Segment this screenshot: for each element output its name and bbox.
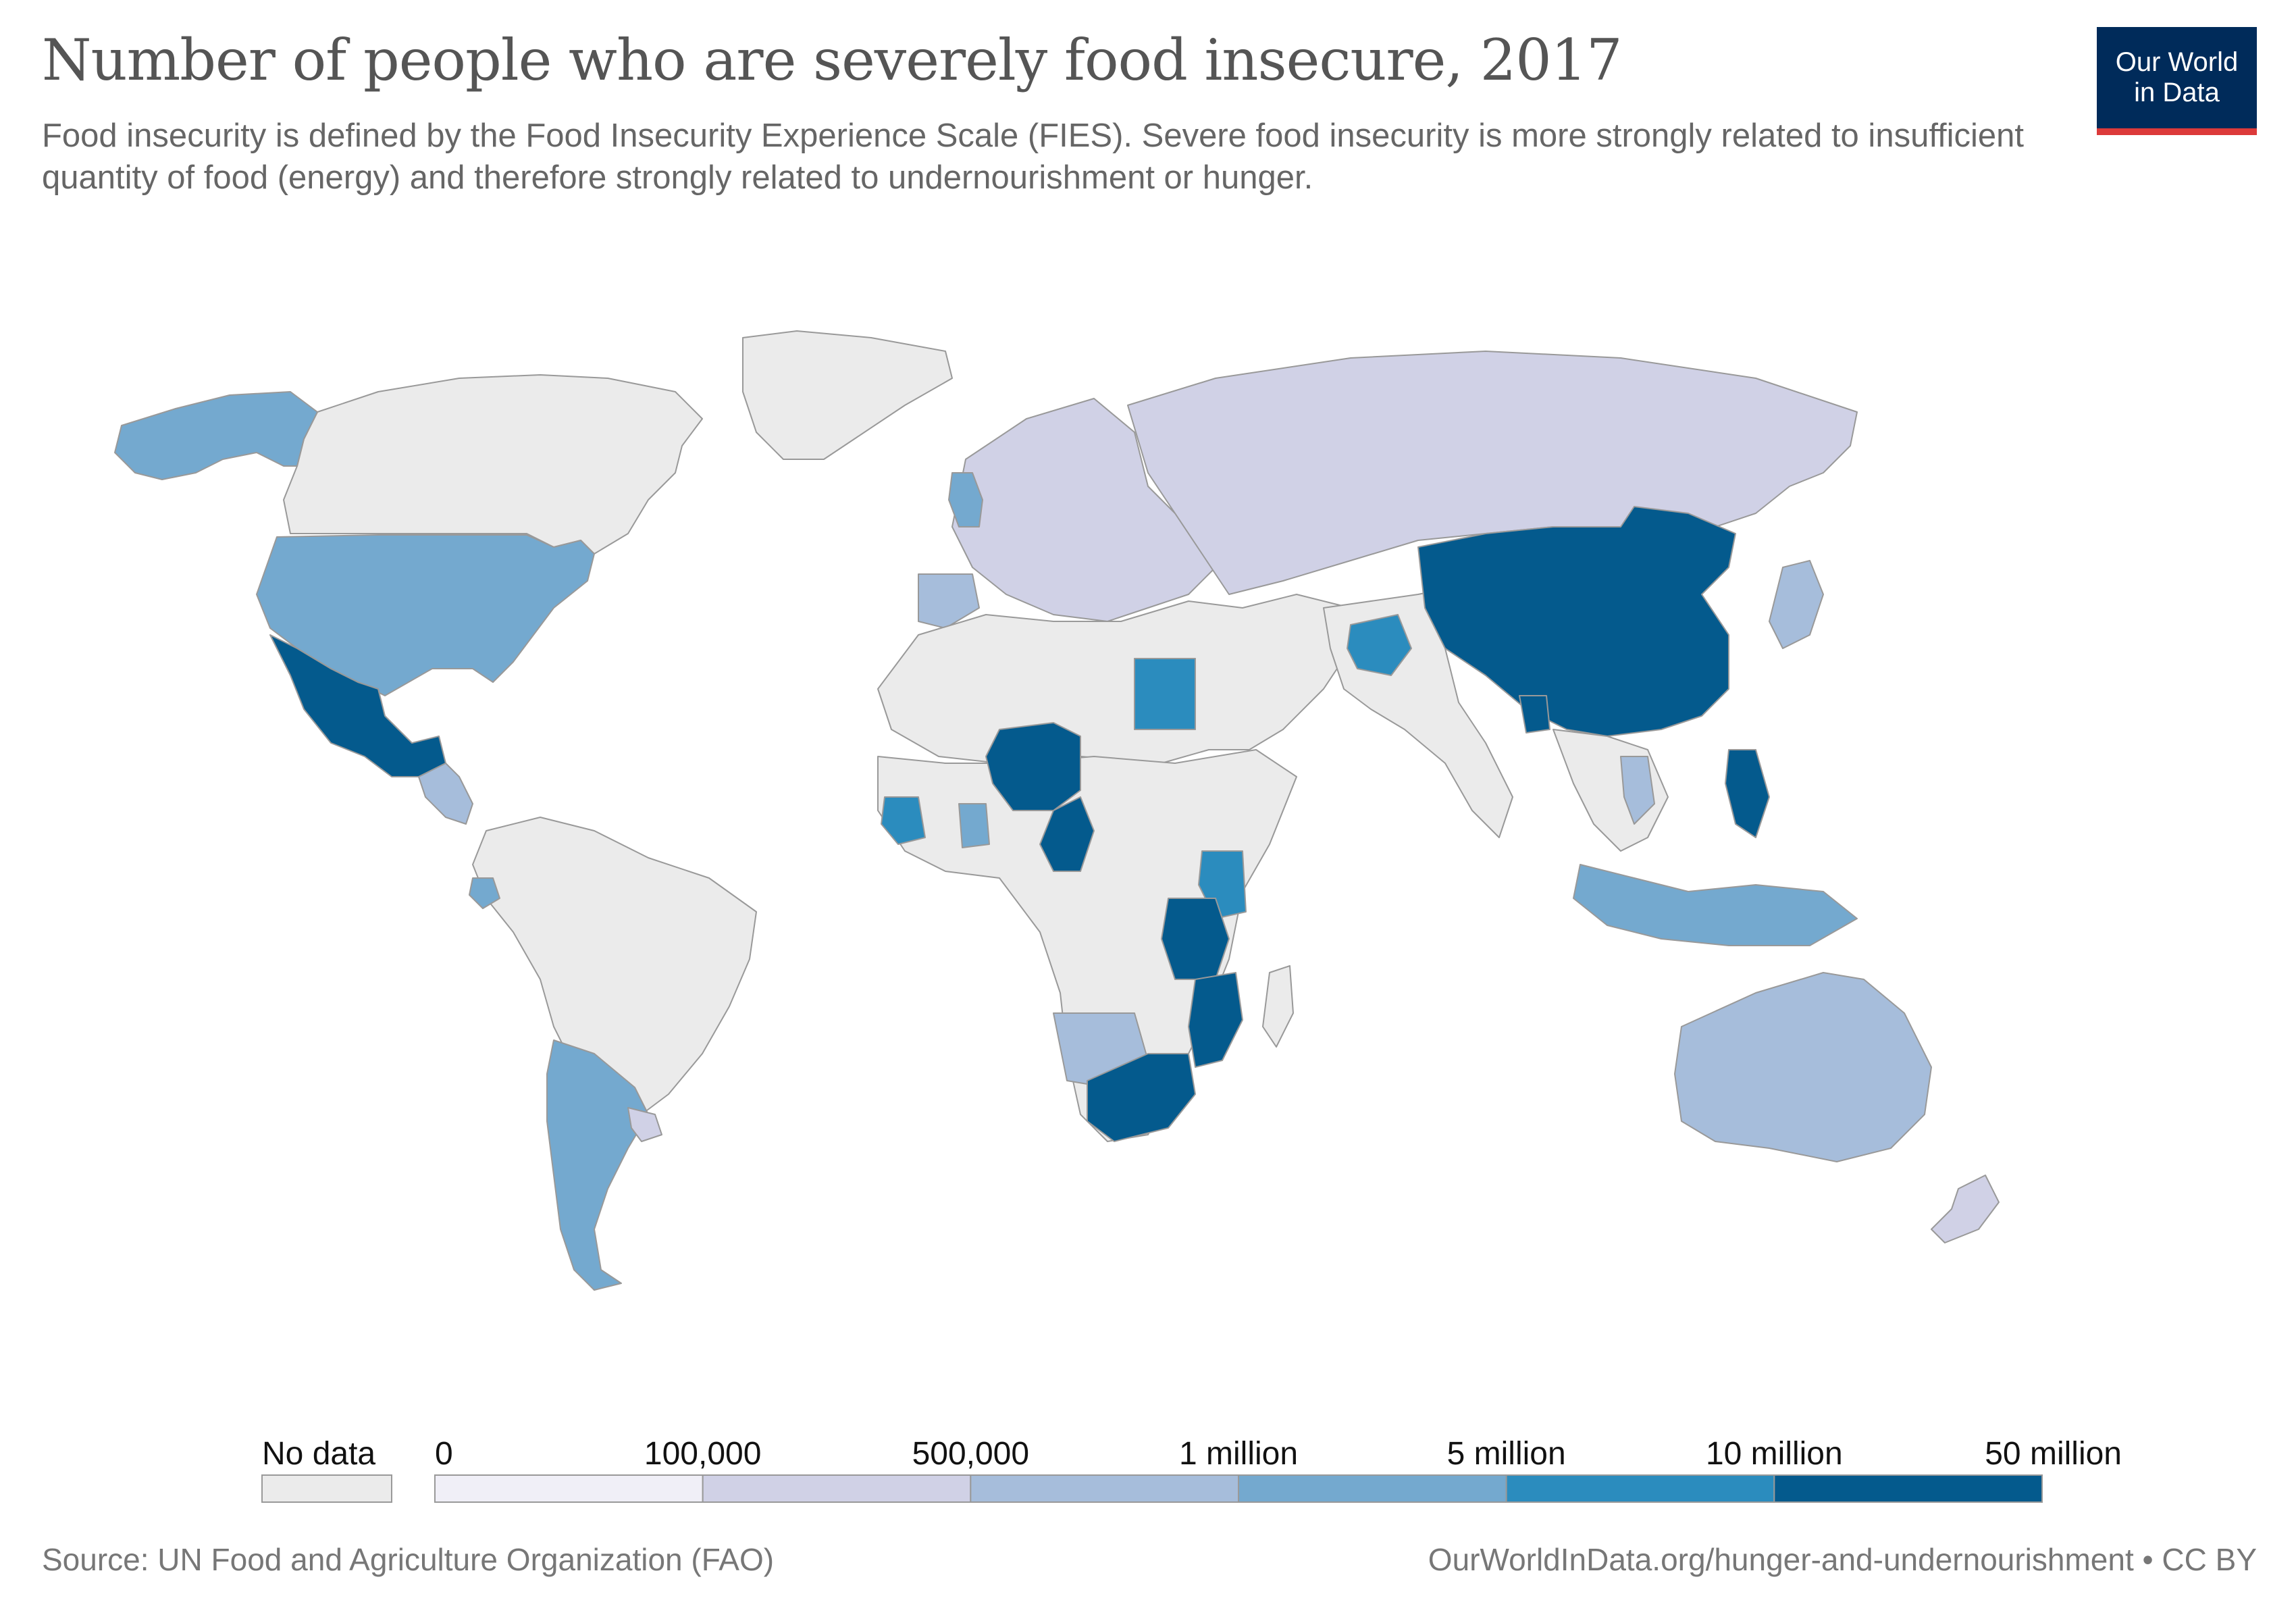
region-new-zealand[interactable] xyxy=(1931,1175,2000,1243)
region-united-kingdom[interactable] xyxy=(948,472,983,528)
scale-tick-label-2: 500,000 xyxy=(912,1436,1030,1472)
region-vietnam[interactable] xyxy=(1620,756,1655,825)
region-south-america[interactable] xyxy=(472,817,757,1115)
scale-bin-1[interactable] xyxy=(702,1474,972,1503)
region-mozambique[interactable] xyxy=(1188,972,1243,1068)
scale-bin-4[interactable] xyxy=(1505,1474,1775,1503)
region-ecuador[interactable] xyxy=(469,877,500,909)
scale-bin-0[interactable] xyxy=(434,1474,704,1503)
logo-line-2: in Data xyxy=(2134,78,2220,107)
region-uruguay[interactable] xyxy=(627,1107,662,1142)
region-china[interactable] xyxy=(1417,506,1736,737)
region-sierra-leone[interactable] xyxy=(881,796,926,845)
region-europe[interactable] xyxy=(951,398,1216,622)
source-note: Source: UN Food and Agriculture Organiza… xyxy=(42,1542,775,1577)
region-south-africa[interactable] xyxy=(1087,1053,1196,1142)
scale-bin-2[interactable] xyxy=(970,1474,1240,1503)
scale-bin-3[interactable] xyxy=(1238,1474,1507,1503)
region-spain[interactable] xyxy=(918,573,980,629)
region-egypt[interactable] xyxy=(1134,658,1196,730)
logo-line-1: Our World xyxy=(2115,47,2239,77)
region-afghanistan[interactable] xyxy=(1347,614,1412,676)
no-data-swatch xyxy=(261,1474,392,1503)
region-cameroon[interactable] xyxy=(1039,796,1095,872)
color-scale-labels: 0 100,000 500,000 1 million 5 million 10 mill… xyxy=(435,1436,2122,1472)
chart-subtitle: Food insecurity is defined by the Food I… xyxy=(42,118,2025,196)
region-indonesia[interactable] xyxy=(1573,864,1858,946)
map-legend: No data 0 100,000 500,000 1 million 5 millio… xyxy=(261,1436,2122,1503)
color-scale xyxy=(434,1474,2043,1503)
region-argentina[interactable] xyxy=(546,1039,649,1291)
owid-logo[interactable]: Our World in Data xyxy=(2097,27,2257,135)
source-url[interactable]: OurWorldInData.org/hunger-and-undernouri… xyxy=(1428,1542,2257,1577)
region-ghana[interactable] xyxy=(958,803,990,848)
scale-tick-label-1: 100,000 xyxy=(644,1436,762,1472)
chart-title: Number of people who are severely food i… xyxy=(42,27,1623,93)
region-japan[interactable] xyxy=(1769,560,1824,649)
region-north-africa-middle-east[interactable] xyxy=(877,594,1351,764)
no-data-label: No data xyxy=(262,1436,375,1472)
region-bangladesh[interactable] xyxy=(1519,695,1550,734)
scale-tick-label-4: 5 million xyxy=(1447,1436,1566,1472)
logo-stripe xyxy=(2097,128,2257,135)
region-central-america[interactable] xyxy=(418,763,473,825)
region-philippines[interactable] xyxy=(1725,749,1770,838)
region-greenland[interactable] xyxy=(742,330,953,460)
region-alaska[interactable] xyxy=(114,391,318,480)
scale-tick-label-6: 50 million xyxy=(1985,1436,2122,1472)
scale-bin-5[interactable] xyxy=(1773,1474,2043,1503)
scale-tick-label-0: 0 xyxy=(435,1436,453,1472)
region-tanzania[interactable] xyxy=(1161,898,1230,980)
scale-tick-label-5: 10 million xyxy=(1706,1436,1843,1472)
world-map xyxy=(114,330,2000,1291)
region-mexico[interactable] xyxy=(269,634,446,777)
scale-tick-label-3: 1 million xyxy=(1179,1436,1298,1472)
region-canada[interactable] xyxy=(283,374,703,555)
region-australia[interactable] xyxy=(1674,972,1932,1162)
logo-text: Our World in Data xyxy=(2097,47,2257,108)
region-madagascar[interactable] xyxy=(1262,965,1294,1048)
